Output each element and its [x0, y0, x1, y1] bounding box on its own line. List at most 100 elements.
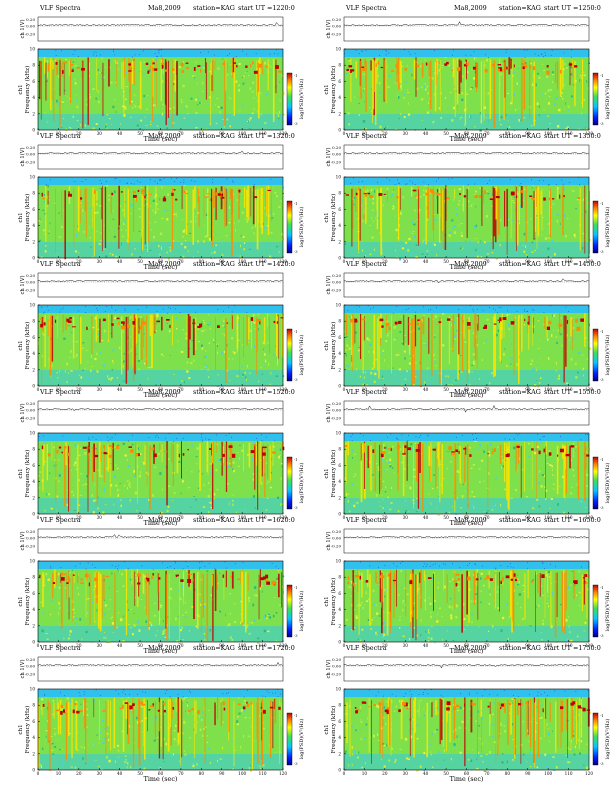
waveform-tick-label: 0.20 [332, 145, 341, 150]
x-axis-label: Time (sec) [144, 647, 178, 655]
x-tick-label: 110 [565, 771, 573, 776]
y-tick-label: 10 [336, 687, 342, 692]
y-tick-label: 0 [32, 768, 35, 773]
x-tick-label: 0 [343, 515, 346, 520]
spectra-title: VLF Spectra [346, 4, 387, 12]
y-tick-label: 6 [338, 463, 341, 468]
spectrogram-texture [38, 178, 284, 261]
x-tick-label: 120 [585, 771, 593, 776]
waveform-tick-label: 0.20 [26, 401, 35, 406]
x-tick-label: 100 [238, 643, 246, 648]
x-tick-label: 110 [259, 771, 267, 776]
station-label: station=KAG [499, 132, 541, 140]
y-tick-label: 4 [338, 735, 341, 740]
y-axis-label: Frequency (kHz) [330, 450, 337, 498]
x-tick-label: 110 [259, 643, 267, 648]
x-tick-label: 90 [525, 771, 531, 776]
x-tick-label: 90 [219, 643, 225, 648]
y-tick-label: 6 [32, 463, 35, 468]
spectrogram-panel: VLF Spectra Ma8,2009 station=KAG start UT =… [0, 259, 306, 399]
y-tick-label: 8 [338, 319, 341, 324]
waveform-tick-label: 0.20 [26, 17, 35, 22]
colorbar-label: log(PSD)(V²/Hz) [298, 335, 305, 376]
spectrogram-panel: VLF Spectra Ma8,2009 station=KAG start UT =… [306, 643, 612, 783]
date-label: Ma8,2009 [454, 644, 487, 652]
y-tick-label: 8 [338, 63, 341, 68]
date-label: Ma8,2009 [148, 132, 181, 140]
y-tick-label: 2 [338, 239, 341, 244]
low-frequency-band [344, 370, 589, 386]
start-time-label: start UT =1450:0 [544, 260, 601, 268]
x-tick-label: 100 [544, 131, 552, 136]
x-tick-label: 0 [343, 643, 346, 648]
x-tick-label: 10 [362, 259, 368, 264]
x-tick-label: 80 [505, 387, 511, 392]
x-tick-label: 40 [423, 131, 429, 136]
x-tick-label: 80 [199, 131, 205, 136]
y-tick-label: 8 [338, 575, 341, 580]
waveform-tick-label: -0.20 [25, 160, 36, 165]
spectrogram-texture [39, 561, 285, 644]
date-label: Ma8,2009 [148, 644, 181, 652]
waveform-axis-label: ch 1(V) [19, 20, 26, 39]
y-tick-label: 2 [338, 111, 341, 116]
start-time-label: start UT =1520:0 [238, 388, 295, 396]
x-tick-label: 120 [279, 771, 287, 776]
x-tick-label: 10 [56, 259, 62, 264]
waveform-tick-label: -0.20 [25, 416, 36, 421]
waveform-tick-label: -0.20 [331, 160, 342, 165]
x-tick-label: 20 [382, 387, 388, 392]
y-tick-label: 4 [32, 607, 35, 612]
spectra-title: VLF Spectra [346, 516, 387, 524]
station-label: station=KAG [499, 516, 541, 524]
x-tick-label: 50 [137, 387, 143, 392]
y-tick-label: 4 [32, 351, 35, 356]
x-tick-label: 0 [343, 259, 346, 264]
x-tick-label: 50 [137, 643, 143, 648]
x-tick-label: 110 [259, 515, 267, 520]
spectrogram-texture [38, 433, 285, 516]
upper-band [344, 433, 589, 441]
x-tick-label: 70 [178, 259, 184, 264]
y-tick-label: 10 [336, 303, 342, 308]
start-time-label: start UT =1750:0 [544, 644, 601, 652]
waveform-frame [343, 656, 590, 682]
waveform-axis-label: ch 1(V) [19, 404, 26, 423]
station-label: station=KAG [193, 260, 235, 268]
x-tick-label: 20 [76, 771, 82, 776]
colorbar-tick-label: -3 [294, 122, 298, 126]
channel-label: ch1 [324, 724, 330, 734]
colorbar [286, 456, 293, 510]
y-axis-label: Frequency (kHz) [24, 706, 31, 754]
colorbar-tick-label: -1 [294, 330, 298, 334]
x-tick-label: 120 [279, 515, 287, 520]
x-tick-label: 40 [117, 771, 123, 776]
colorbar-label: log(PSD)(V²/Hz) [298, 591, 305, 632]
waveform-tick-label: -0.20 [331, 288, 342, 293]
y-tick-label: 8 [32, 447, 35, 452]
y-tick-label: 0 [338, 256, 341, 261]
spectrogram-panel: VLF Spectra Ma8,2009 station=KAG start UT =… [0, 515, 306, 655]
spectra-title: VLF Spectra [40, 516, 81, 524]
waveform-tick-label: -0.20 [25, 672, 36, 677]
x-tick-label: 80 [505, 771, 511, 776]
waveform-tick-label: -0.20 [331, 32, 342, 37]
y-tick-label: 0 [338, 512, 341, 517]
spectrogram-panel: VLF Spectra Ma8,2009 station=KAG start UT =… [306, 387, 612, 527]
station-label: station=KAG [193, 644, 235, 652]
y-axis-label: Frequency (kHz) [330, 194, 337, 242]
colorbar-label: log(PSD)(V²/Hz) [604, 591, 611, 632]
waveform-frame [37, 144, 284, 170]
x-tick-label: 10 [56, 515, 62, 520]
x-tick-label: 100 [238, 131, 246, 136]
waveform-frame [343, 16, 590, 42]
waveform-trace [37, 534, 283, 539]
x-tick-label: 70 [484, 131, 490, 136]
y-tick-label: 6 [32, 591, 35, 596]
y-tick-label: 6 [338, 207, 341, 212]
x-tick-label: 30 [403, 643, 409, 648]
y-tick-label: 10 [336, 559, 342, 564]
